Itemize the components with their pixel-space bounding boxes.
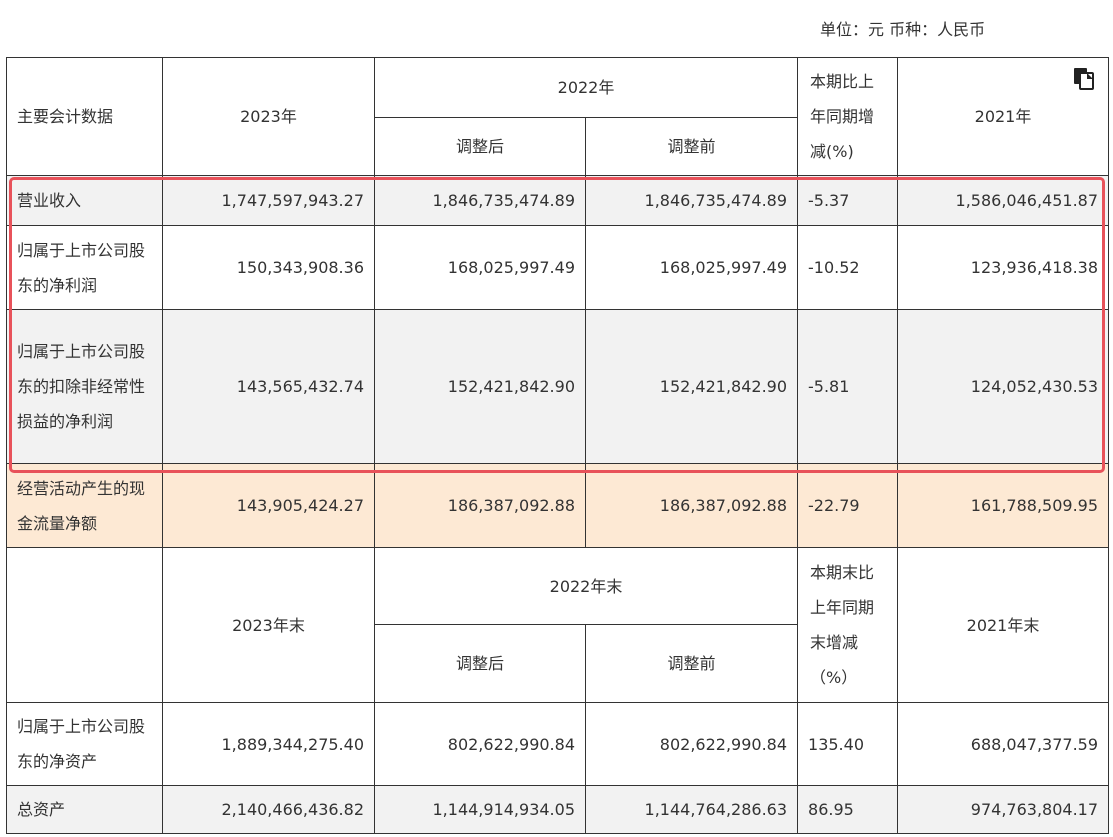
value-2021: 161,788,509.95: [897, 463, 1110, 548]
header-row-2: 调整后 调整前: [7, 117, 1109, 176]
header-label: 主要会计数据: [6, 57, 163, 176]
value-2023: 2,140,466,436.82: [162, 785, 375, 834]
header-row-3: 2023年末 2022年末 本期末比上年同期末增减（%） 2021年末: [6, 547, 1110, 703]
value-2022-after: 152,421,842.90: [374, 309, 586, 464]
table-row: 归属于上市公司股东的扣除非经常性损益的净利润 143,565,432.74 15…: [6, 309, 1110, 464]
header-2022: 2022年: [373, 57, 799, 118]
value-change: -5.81: [797, 309, 899, 464]
value-change: -5.37: [797, 175, 899, 226]
row-label: 归属于上市公司股东的净资产: [6, 702, 163, 786]
value-2021: 974,763,804.17: [897, 785, 1110, 834]
header-row-1: 主要会计数据 2023年 2022年 本期比上年同期增减(%) 2021年: [6, 57, 1110, 176]
accounting-data-table: 主要会计数据 2023年 2022年 本期比上年同期增减(%) 2021年 调整…: [6, 57, 1110, 834]
header2-change: 本期末比上年同期末增减（%）: [797, 547, 899, 703]
row-label: 归属于上市公司股东的扣除非经常性损益的净利润: [6, 309, 163, 464]
currency-unit-note: 单位：元 币种：人民币: [820, 20, 986, 39]
header2-adjusted-before: 调整前: [584, 624, 799, 703]
value-2021: 1,586,046,451.87: [897, 175, 1110, 226]
table-row: 营业收入 1,747,597,943.27 1,846,735,474.89 1…: [6, 175, 1110, 226]
header-adjusted-after: 调整后: [374, 117, 586, 176]
header2-2022: 2022年末: [373, 547, 799, 625]
table-row: 经营活动产生的现金流量净额 143,905,424.27 186,387,092…: [6, 463, 1110, 548]
header-row-4: 调整后 调整前: [7, 624, 1109, 703]
table-row: 归属于上市公司股东的净利润 150,343,908.36 168,025,997…: [6, 225, 1110, 310]
value-2022-before: 1,846,735,474.89: [584, 175, 799, 226]
value-2021: 124,052,430.53: [897, 309, 1110, 464]
row-label: 总资产: [6, 785, 163, 834]
value-2023: 1,747,597,943.27: [162, 175, 375, 226]
copy-icon[interactable]: [1071, 66, 1097, 92]
row-label: 经营活动产生的现金流量净额: [6, 463, 163, 548]
header2-adjusted-after: 调整后: [374, 624, 586, 703]
value-2023: 143,905,424.27: [162, 463, 375, 548]
value-2022-after: 168,025,997.49: [374, 225, 586, 310]
table-row: 总资产 2,140,466,436.82 1,144,914,934.05 1,…: [6, 785, 1110, 834]
header2-2023: 2023年末: [162, 547, 375, 703]
value-2022-before: 802,622,990.84: [584, 702, 799, 786]
value-2022-after: 186,387,092.88: [374, 463, 586, 548]
table-row: 归属于上市公司股东的净资产 1,889,344,275.40 802,622,9…: [6, 702, 1110, 786]
value-2023: 1,889,344,275.40: [162, 702, 375, 786]
value-2022-after: 1,846,735,474.89: [374, 175, 586, 226]
header-change: 本期比上年同期增减(%): [797, 57, 899, 176]
header-2021: 2021年: [897, 57, 1110, 176]
value-change: -22.79: [797, 463, 899, 548]
value-change: -10.52: [797, 225, 899, 310]
value-2022-before: 186,387,092.88: [584, 463, 799, 548]
header-adjusted-before: 调整前: [584, 117, 799, 176]
value-2023: 143,565,432.74: [162, 309, 375, 464]
value-change: 135.40: [797, 702, 899, 786]
value-2022-before: 1,144,764,286.63: [584, 785, 799, 834]
value-2021: 123,936,418.38: [897, 225, 1110, 310]
header2-2021: 2021年末: [897, 547, 1110, 703]
value-2023: 150,343,908.36: [162, 225, 375, 310]
value-2022-after: 1,144,914,934.05: [374, 785, 586, 834]
header2-label: [6, 547, 163, 703]
row-label: 营业收入: [6, 175, 163, 226]
value-2022-before: 152,421,842.90: [584, 309, 799, 464]
value-2022-after: 802,622,990.84: [374, 702, 586, 786]
row-label: 归属于上市公司股东的净利润: [6, 225, 163, 310]
header-2023: 2023年: [162, 57, 375, 176]
value-2021: 688,047,377.59: [897, 702, 1110, 786]
value-2022-before: 168,025,997.49: [584, 225, 799, 310]
value-change: 86.95: [797, 785, 899, 834]
